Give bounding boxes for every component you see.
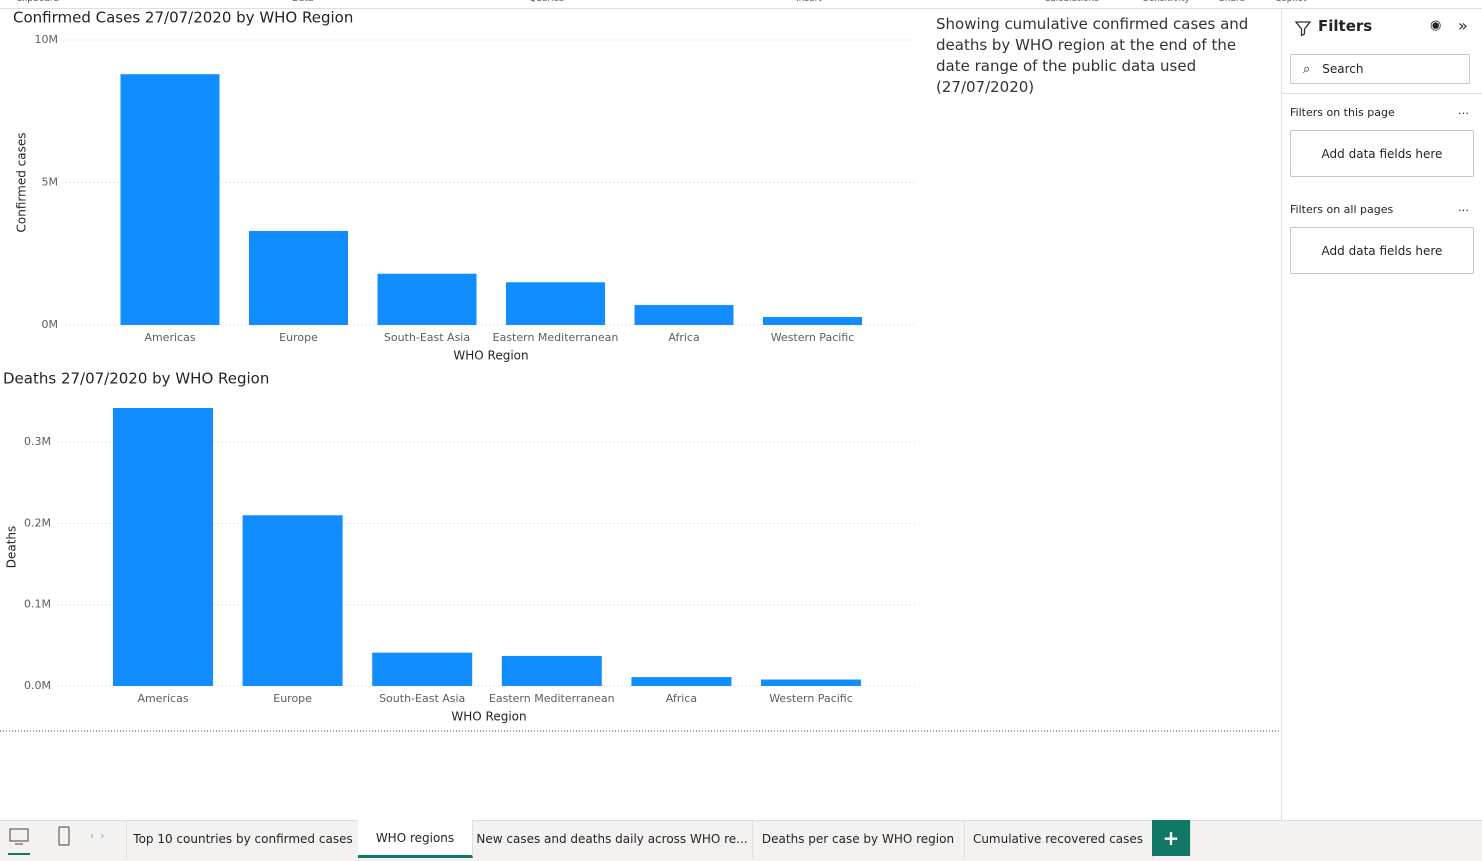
y-tick-label: 0.2M bbox=[24, 516, 51, 529]
ribbon-label[interactable]: Sensitivity bbox=[1143, 0, 1190, 4]
y-tick-label: 0.0M bbox=[24, 679, 51, 692]
filters-title: Filters bbox=[1318, 17, 1373, 35]
drop-zone-text: Add data fields here bbox=[1321, 243, 1443, 258]
x-tick-label: Americas bbox=[137, 692, 188, 705]
ribbon-label[interactable]: Insert bbox=[796, 0, 822, 4]
bar bbox=[372, 652, 473, 686]
x-tick-label: Eastern Mediterranean bbox=[489, 692, 615, 705]
y-tick-label: 5M bbox=[42, 176, 59, 189]
bar bbox=[113, 408, 213, 686]
y-tick-label: 10M bbox=[35, 33, 59, 46]
search-text: Search bbox=[1322, 62, 1364, 76]
bar bbox=[506, 282, 605, 325]
x-tick-label: Western Pacific bbox=[769, 692, 853, 705]
more-icon[interactable]: … bbox=[1458, 104, 1469, 117]
x-tick-label: South-East Asia bbox=[384, 331, 470, 344]
visibility-icon[interactable]: ◉ bbox=[1430, 18, 1442, 33]
bar bbox=[249, 230, 348, 325]
page-tab[interactable]: Top 10 countries by confirmed cases bbox=[126, 820, 360, 858]
y-axis-title: Confirmed cases bbox=[15, 133, 29, 233]
page-tab[interactable]: Deaths per case by WHO region bbox=[752, 820, 965, 858]
description: Showing cumulative confirmed cases and d… bbox=[936, 15, 1249, 96]
add-page[interactable]: + bbox=[1152, 820, 1191, 856]
search-icon: ⌕ bbox=[1303, 61, 1311, 77]
section-label: Filters on all pages bbox=[1290, 203, 1394, 216]
x-tick-label: Americas bbox=[144, 331, 195, 344]
page-tab[interactable]: Cumulative recovered cases bbox=[964, 820, 1153, 858]
chart-title: Confirmed Cases 27/07/2020 by WHO Region bbox=[13, 9, 353, 27]
x-tick-label: Europe bbox=[273, 692, 312, 705]
ribbon-label[interactable]: Calculations bbox=[1044, 0, 1099, 4]
drop-zone-text: Add data fields here bbox=[1321, 146, 1443, 161]
bar bbox=[763, 317, 862, 325]
bar bbox=[377, 273, 477, 325]
x-tick-label: Western Pacific bbox=[771, 331, 855, 344]
x-tick-label: South-East Asia bbox=[379, 692, 465, 705]
mobile-view[interactable] bbox=[56, 825, 72, 851]
page-tab[interactable]: New cases and deaths daily across WHO re… bbox=[472, 820, 753, 858]
ribbon-label[interactable]: Copilot bbox=[1275, 0, 1307, 4]
y-tick-label: 0.3M bbox=[24, 435, 51, 448]
x-tick-label: Africa bbox=[668, 331, 699, 344]
bar bbox=[242, 515, 343, 686]
more-icon[interactable]: … bbox=[1458, 201, 1469, 214]
ribbon-label[interactable]: Data bbox=[292, 0, 314, 4]
x-axis-title: WHO Region bbox=[451, 710, 526, 724]
divider bbox=[1282, 93, 1482, 94]
ribbon-strip: Clipboard Data Queries Insert Calculatio… bbox=[0, 0, 1482, 9]
drop-zone[interactable]: Add data fields here bbox=[1290, 130, 1474, 177]
ribbon-label[interactable]: Queries bbox=[529, 0, 564, 4]
section-label: Filters on this page bbox=[1290, 106, 1395, 119]
tab-bar: ‹ › bbox=[0, 820, 1482, 861]
x-tick-label: Europe bbox=[279, 331, 318, 344]
drop-zone[interactable]: Add data fields here bbox=[1290, 227, 1474, 274]
chart-title: Deaths 27/07/2020 by WHO Region bbox=[3, 370, 269, 388]
x-axis-title: WHO Region bbox=[453, 349, 528, 363]
search-box[interactable]: ⌕ Search bbox=[1290, 54, 1470, 84]
y-axis-title: Deaths bbox=[5, 526, 19, 569]
tab-scroll[interactable]: ‹ › bbox=[90, 831, 105, 842]
charts: Confirmed Cases 27/07/2020 by WHO Region… bbox=[0, 9, 1280, 732]
ribbon-label[interactable]: Share bbox=[1219, 0, 1245, 4]
x-tick-label: Africa bbox=[666, 692, 697, 705]
bar bbox=[631, 677, 732, 686]
bar bbox=[761, 679, 861, 686]
desktop-view[interactable] bbox=[8, 825, 30, 855]
filter-pane: Filters ◉ » ⌕ Search Filters on this page… bbox=[1281, 8, 1482, 820]
bar bbox=[634, 305, 734, 325]
page-tab-active[interactable]: WHO regions bbox=[358, 820, 473, 858]
bar bbox=[120, 74, 220, 325]
ribbon-label[interactable]: Clipboard bbox=[16, 0, 59, 4]
collapse-icon[interactable]: » bbox=[1458, 16, 1468, 35]
y-tick-label: 0M bbox=[42, 318, 59, 331]
y-tick-label: 0.1M bbox=[24, 598, 51, 611]
x-tick-label: Eastern Mediterranean bbox=[493, 331, 619, 344]
filter-icon bbox=[1294, 21, 1312, 37]
bar bbox=[501, 655, 602, 686]
